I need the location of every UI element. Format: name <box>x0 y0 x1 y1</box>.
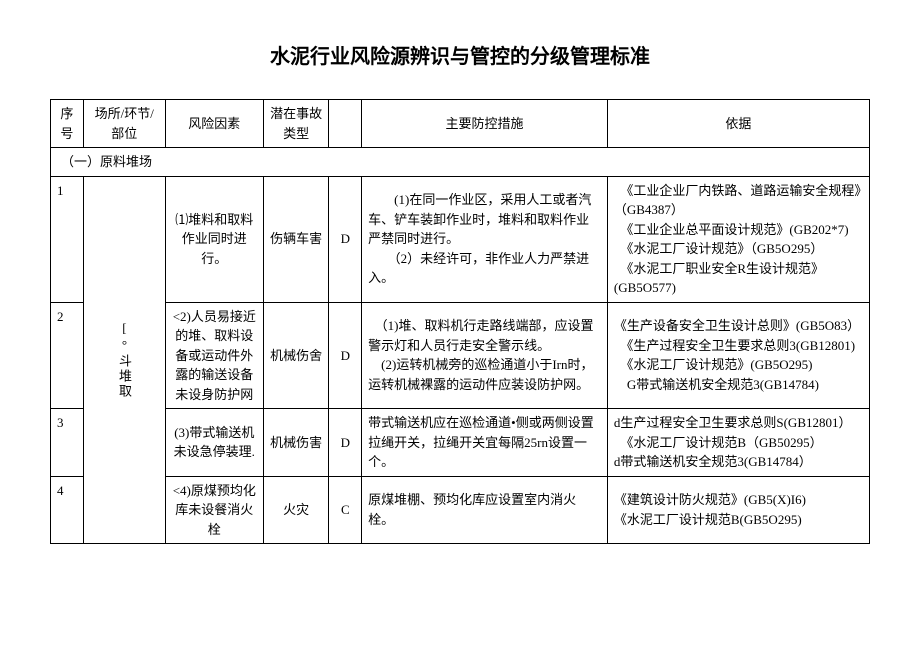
cell-level: D <box>329 409 362 477</box>
cell-type: 机械伤害 <box>263 409 329 477</box>
section-row: （一）原料堆场 <box>51 148 870 177</box>
page-title: 水泥行业风险源辨识与管控的分级管理标准 <box>50 40 870 69</box>
cell-seq: 3 <box>51 409 84 477</box>
section-label: （一）原料堆场 <box>51 148 870 177</box>
cell-basis: 《建筑设计防火规范》(GB5(X)I6) 《水泥工厂设计规范B(GB5O295) <box>607 476 869 544</box>
cell-measures: （1)堆、取料机行走路线端部，应设置警示灯和人员行走安全警示线。 (2)运转机械… <box>362 302 608 409</box>
cell-measures: 原煤堆棚、预均化库应设置室内消火栓。 <box>362 476 608 544</box>
cell-level: C <box>329 476 362 544</box>
cell-type: 伤辆车害 <box>263 176 329 302</box>
cell-basis: d生产过程安全卫生要求总则S(GB12801） 《水泥工厂设计规范B（GB502… <box>607 409 869 477</box>
cell-place-group: [°斗堆取 <box>83 176 165 544</box>
table-header-row: 序号 场所/环节/部位 风险因素 潜在事故类型 主要防控措施 依据 <box>51 100 870 148</box>
th-seq: 序号 <box>51 100 84 148</box>
table-row: 1 [°斗堆取 ⑴堆料和取料作业同时进行。 伤辆车害 D (1)在同一作业区，采… <box>51 176 870 302</box>
th-level <box>329 100 362 148</box>
table-row: 3 (3)带式输送机未设急停装理. 机械伤害 D 带式输送机应在巡检通道•侧或两… <box>51 409 870 477</box>
th-risk: 风险因素 <box>165 100 263 148</box>
cell-risk: (3)带式输送机未设急停装理. <box>165 409 263 477</box>
cell-type: 机械伤舍 <box>263 302 329 409</box>
cell-basis: 《生产设备安全卫生设计总则》(GB5O83） 《生产过程安全卫生要求总则3(GB… <box>607 302 869 409</box>
place-group-text: [°斗堆取 <box>114 320 134 399</box>
cell-seq: 4 <box>51 476 84 544</box>
th-place: 场所/环节/部位 <box>83 100 165 148</box>
th-basis: 依据 <box>607 100 869 148</box>
th-measures: 主要防控措施 <box>362 100 608 148</box>
th-type: 潜在事故类型 <box>263 100 329 148</box>
cell-risk: <4)原煤预均化库未设餐消火栓 <box>165 476 263 544</box>
cell-basis: 《工业企业厂内铁路、道路运输安全规程》（GB4387） 《工业企业总平面设计规范… <box>607 176 869 302</box>
cell-type: 火灾 <box>263 476 329 544</box>
cell-level: D <box>329 176 362 302</box>
table-row: 2 <2)人员易接近的堆、取料设备或运动件外露的输送设备未设身防护网 机械伤舍 … <box>51 302 870 409</box>
cell-level: D <box>329 302 362 409</box>
table-row: 4 <4)原煤预均化库未设餐消火栓 火灾 C 原煤堆棚、预均化库应设置室内消火栓… <box>51 476 870 544</box>
cell-risk: ⑴堆料和取料作业同时进行。 <box>165 176 263 302</box>
cell-seq: 2 <box>51 302 84 409</box>
cell-measures: (1)在同一作业区，采用人工或者汽车、铲车装卸作业时，堆料和取料作业严禁同时进行… <box>362 176 608 302</box>
cell-seq: 1 <box>51 176 84 302</box>
cell-measures: 带式输送机应在巡检通道•侧或两侧设置拉绳开关，拉绳开关宜每隔25rn设置一个。 <box>362 409 608 477</box>
standards-table: 序号 场所/环节/部位 风险因素 潜在事故类型 主要防控措施 依据 （一）原料堆… <box>50 99 870 544</box>
cell-risk: <2)人员易接近的堆、取料设备或运动件外露的输送设备未设身防护网 <box>165 302 263 409</box>
